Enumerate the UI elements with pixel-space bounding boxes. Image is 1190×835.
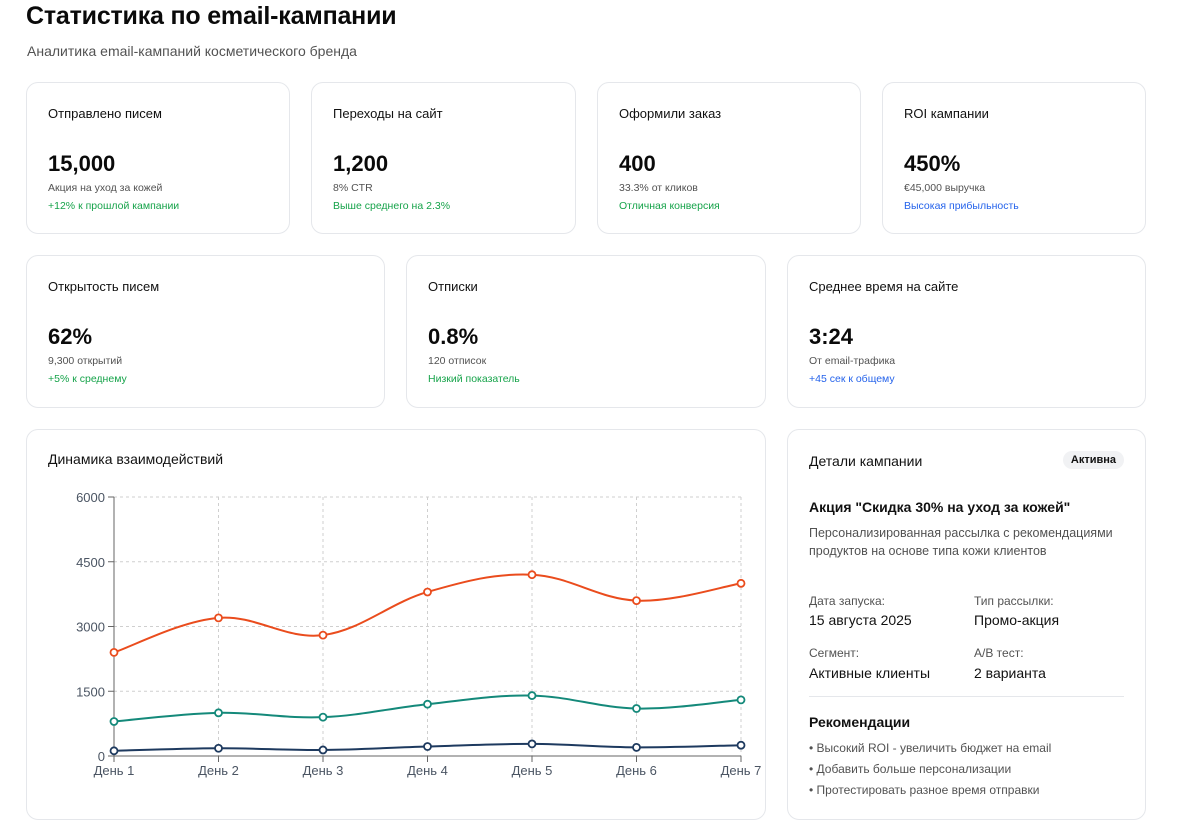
- x-tick-label: День 5: [512, 763, 553, 778]
- metric-note: +45 сек к общему: [809, 373, 895, 385]
- x-tick-label: День 2: [198, 763, 239, 778]
- segment-value: Активные клиенты: [809, 665, 931, 681]
- metric-value: 450%: [904, 151, 961, 176]
- y-tick-label: 6000: [76, 490, 105, 505]
- y-tick-label: 4500: [76, 555, 105, 570]
- metric-note: +5% к среднему: [48, 373, 127, 385]
- point-series-navy: [423, 742, 432, 751]
- launch-date-label: Дата запуска:: [809, 594, 885, 608]
- point-series-navy: [632, 742, 641, 752]
- metric-label: Оформили заказ: [619, 106, 722, 121]
- page-title: Статистика по email-кампании: [26, 2, 397, 30]
- launch-date-value: 15 августа 2025: [809, 612, 912, 628]
- metric-card-unsubscribes: Отписки 0.8% 120 отписок Низкий показате…: [406, 255, 766, 408]
- ab-test-value: 2 варианта: [974, 665, 1046, 681]
- metric-label: Среднее время на сайте: [809, 279, 959, 294]
- segment-label: Сегмент:: [809, 646, 860, 660]
- x-tick-label: День 3: [303, 763, 344, 778]
- y-tick-label: 0: [98, 749, 105, 764]
- metric-label: Отписки: [428, 279, 478, 294]
- x-tick-label: День 6: [616, 763, 657, 778]
- point-series-orange: [736, 578, 746, 588]
- point-series-navy: [214, 743, 223, 753]
- point-series-navy: [109, 746, 119, 756]
- point-series-orange: [527, 570, 537, 580]
- recommendation-item: • Протестировать разное время отправки: [809, 783, 1040, 797]
- metric-subtext: €45,000 выручка: [904, 182, 986, 194]
- recommendations-title: Рекомендации: [809, 714, 911, 730]
- x-tick-label: День 1: [94, 763, 135, 778]
- metric-note: Низкий показатель: [428, 373, 520, 385]
- page-subtitle: Аналитика email-кампаний косметического …: [27, 43, 357, 59]
- metric-value: 400: [619, 151, 656, 176]
- metric-value: 1,200: [333, 151, 389, 176]
- metric-label: Отправлено писем: [48, 106, 162, 121]
- metric-note: Отличная конверсия: [619, 200, 720, 212]
- metric-label: ROI кампании: [904, 106, 989, 121]
- x-tick-label: День 7: [721, 763, 762, 778]
- status-badge: Активна: [1062, 451, 1124, 469]
- metric-subtext: 33.3% от кликов: [619, 182, 698, 194]
- metric-label: Переходы на сайт: [333, 106, 443, 121]
- point-series-teal: [423, 699, 432, 709]
- metric-value: 0.8%: [428, 324, 479, 349]
- point-series-teal: [632, 704, 641, 713]
- y-tick-label: 1500: [76, 684, 105, 699]
- promo-name: Акция "Скидка 30% на уход за кожей": [809, 499, 1071, 515]
- metric-card-open-rate: Открытость писем 62% 9,300 открытий +5% …: [26, 255, 385, 408]
- point-series-navy: [318, 745, 328, 755]
- metric-subtext: От email-трафика: [809, 355, 896, 367]
- ab-test-label: A/B тест:: [974, 646, 1024, 660]
- recommendation-item: • Высокий ROI - увеличить бюджет на emai…: [809, 741, 1052, 755]
- point-series-orange: [109, 647, 119, 657]
- metric-subtext: 8% CTR: [333, 182, 373, 194]
- recommendations-list: • Высокий ROI - увеличить бюджет на emai…: [809, 739, 1051, 802]
- metric-value: 62%: [48, 324, 93, 349]
- recommendation-item: • Добавить больше персонализации: [809, 762, 1012, 776]
- metric-card-roi: ROI кампании 450% €45,000 выручка Высока…: [882, 82, 1146, 234]
- interaction-line-chart: 0 1500 3000 4500 6000 День 1 День 2 День 3 День …: [76, 490, 762, 778]
- point-series-teal: [527, 691, 537, 700]
- details-divider: [809, 696, 1124, 697]
- metric-card-emails-sent: Отправлено писем 15,000 Акция на уход за…: [26, 82, 290, 234]
- metric-card-orders: Оформили заказ 400 33.3% от кликов Отлич…: [597, 82, 861, 234]
- y-tick-label: 3000: [76, 620, 105, 635]
- point-series-teal: [318, 712, 328, 722]
- point-series-orange: [423, 587, 432, 597]
- campaign-details-card: Детали кампании Активна Акция "Скидка 30…: [787, 429, 1146, 820]
- point-series-orange: [318, 630, 328, 640]
- chart-title: Динамика взаимодействий: [48, 451, 224, 467]
- metric-note: Высокая прибыльность: [904, 200, 1019, 212]
- metric-note: Выше среднего на 2.3%: [333, 200, 451, 212]
- mail-type-label: Тип рассылки:: [974, 594, 1054, 608]
- point-series-teal: [214, 708, 223, 718]
- metric-note: +12% к прошлой кампании: [48, 200, 180, 212]
- promo-description: Персонализированная рассылка с рекоменда…: [809, 526, 1113, 558]
- metric-value: 15,000: [48, 151, 116, 176]
- metric-subtext: 9,300 открытий: [48, 355, 123, 367]
- metric-card-time-on-site: Среднее время на сайте 3:24 От email-тра…: [787, 255, 1146, 408]
- point-series-navy: [736, 740, 746, 750]
- metric-label: Открытость писем: [48, 279, 160, 294]
- mail-type-value: Промо-акция: [974, 612, 1060, 628]
- point-series-orange: [214, 613, 223, 623]
- point-series-navy: [527, 739, 537, 749]
- point-series-teal: [736, 695, 746, 705]
- metric-card-site-clicks: Переходы на сайт 1,200 8% CTR Выше средн…: [311, 82, 576, 234]
- point-series-teal: [109, 717, 119, 726]
- point-series-orange: [632, 596, 641, 606]
- metric-subtext: Акция на уход за кожей: [48, 182, 163, 194]
- x-tick-label: День 4: [407, 763, 448, 778]
- metric-subtext: 120 отписок: [428, 355, 487, 367]
- details-title: Детали кампании: [809, 453, 923, 469]
- chart-card: Динамика взаимодействий 0 1500 3000 4500 600…: [26, 429, 766, 820]
- metric-value: 3:24: [809, 324, 854, 349]
